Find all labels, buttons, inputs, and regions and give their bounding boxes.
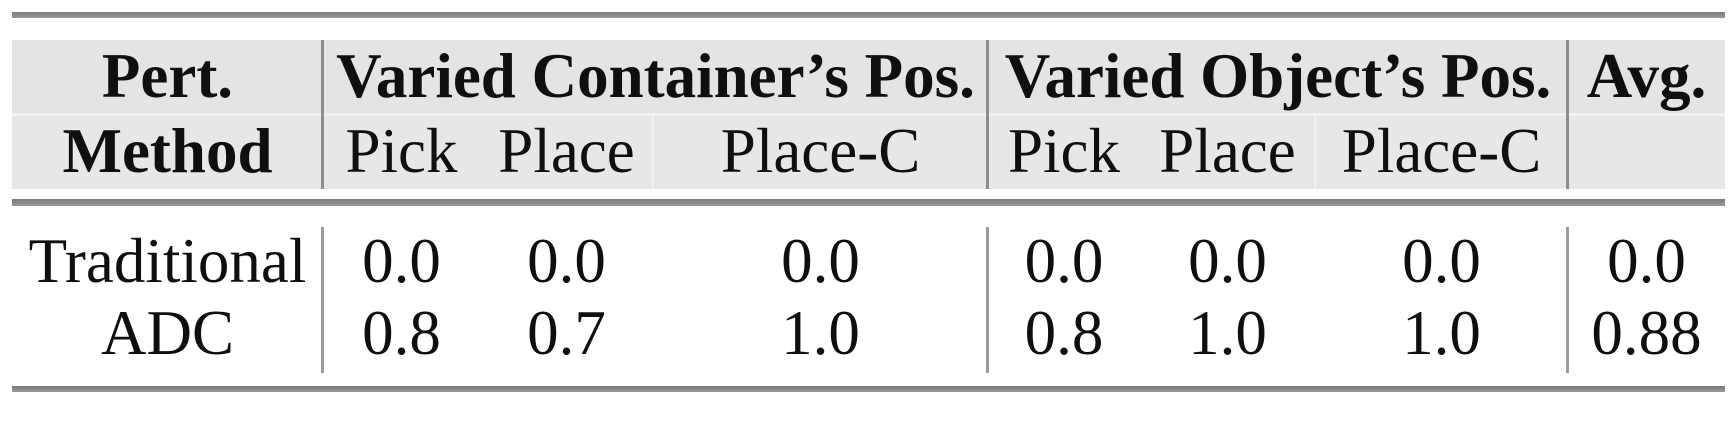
row-traditional-object-pick: 0.0 — [1024, 225, 1104, 296]
header-avg: Avg. — [1586, 41, 1707, 111]
row-adc-container-place: 0.7 — [527, 297, 606, 368]
row-traditional-object-place: 0.0 — [1188, 225, 1267, 296]
subheader-object-pick: Pick — [1007, 115, 1120, 186]
row-adc-container-pick: 0.8 — [362, 297, 441, 368]
table-body: Traditional 0.0 0.0 0.0 0.0 0.0 0.0 0.0 … — [12, 225, 1725, 369]
body-separator-container-object — [986, 227, 989, 373]
row-traditional-container-place-c: 0.0 — [781, 225, 860, 296]
header-separator-avg — [1566, 40, 1569, 189]
object-subcolumn-divider — [1314, 116, 1316, 189]
body-separator-method — [321, 227, 324, 373]
header-row1-background — [12, 40, 1725, 113]
table-mid-rule — [12, 199, 1725, 206]
header-group-varied-object-pos: Varied Object’s Pos. — [1004, 41, 1552, 111]
row-traditional-container-pick: 0.0 — [362, 225, 441, 296]
row-traditional-avg: 0.0 — [1607, 225, 1686, 296]
header-method: Method — [62, 115, 273, 186]
row-traditional-container-place: 0.0 — [527, 225, 606, 296]
subheader-avg-empty — [1568, 113, 1725, 189]
row-traditional-method: Traditional — [28, 225, 307, 296]
row-adc-container-place-c: 1.0 — [781, 297, 860, 368]
header-separator-method — [321, 40, 324, 189]
row-adc-object-place: 1.0 — [1188, 297, 1267, 368]
row-adc-object-pick: 0.8 — [1024, 297, 1104, 368]
row-traditional-object-place-c: 0.0 — [1402, 225, 1481, 296]
container-subcolumn-divider — [652, 116, 654, 189]
header-row2-background — [12, 116, 1725, 189]
table-top-rule — [12, 12, 1725, 18]
row-adc-object-place-c: 1.0 — [1402, 297, 1481, 368]
row-adc-method: ADC — [100, 297, 234, 368]
header-rows-divider — [12, 113, 1725, 116]
table-bottom-rule — [12, 386, 1725, 392]
subheader-container-pick: Pick — [345, 115, 458, 186]
header-pert: Pert. — [101, 41, 234, 111]
table-header: Pert. Varied Container’s Pos. Varied Obj… — [12, 40, 1725, 189]
subheader-container-place-c: Place-C — [720, 115, 921, 186]
header-group-varied-container-pos: Varied Container’s Pos. — [336, 41, 975, 111]
subheader-object-place: Place — [1159, 115, 1296, 186]
row-adc-avg: 0.88 — [1591, 297, 1702, 368]
subheader-container-place: Place — [498, 115, 635, 186]
header-separator-container-object — [986, 40, 989, 189]
body-separator-avg — [1566, 227, 1569, 373]
subheader-object-place-c: Place-C — [1341, 115, 1542, 186]
